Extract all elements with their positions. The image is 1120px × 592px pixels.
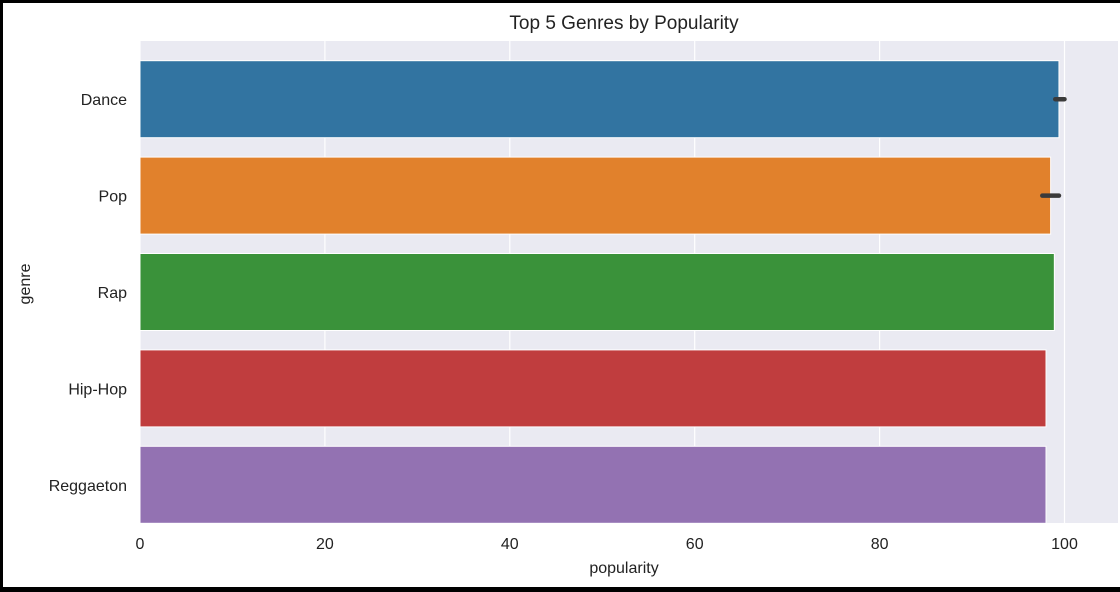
y-tick-label: Hip-Hop: [68, 381, 127, 398]
y-tick-label: Rap: [98, 285, 127, 302]
x-tick-label: 0: [136, 536, 145, 553]
bars: [139, 60, 1060, 524]
y-tick-labels: Dance Pop Rap Hip-Hop Reggaeton: [49, 92, 127, 495]
y-tick-label: Reggaeton: [49, 478, 127, 495]
bar-dance: [139, 60, 1060, 139]
chart-title: Top 5 Genres by Popularity: [509, 13, 739, 34]
bar-reggaeton: [139, 445, 1047, 524]
x-tick-label: 20: [316, 536, 334, 553]
x-tick-label: 80: [871, 536, 889, 553]
y-tick-label: Pop: [99, 189, 128, 206]
x-axis-label: popularity: [589, 560, 658, 577]
x-tick-labels: 0 20 40 60 80 100: [136, 536, 1078, 553]
bar-hip-hop: [139, 349, 1047, 428]
y-tick-label: Dance: [81, 92, 127, 109]
chart-frame: Dance Pop Rap Hip-Hop Reggaeton 0 20 40 60 80 100…: [3, 3, 1120, 587]
x-tick-label: 40: [501, 536, 519, 553]
x-tick-label: 60: [686, 536, 704, 553]
bar-chart: Dance Pop Rap Hip-Hop Reggaeton 0 20 40 60 80 100…: [17, 13, 1118, 577]
bar-pop: [139, 156, 1052, 235]
bar-rap: [139, 253, 1055, 331]
error-bars: [1040, 96, 1067, 198]
y-axis-label: genre: [17, 263, 34, 304]
x-tick-label: 100: [1051, 536, 1078, 553]
